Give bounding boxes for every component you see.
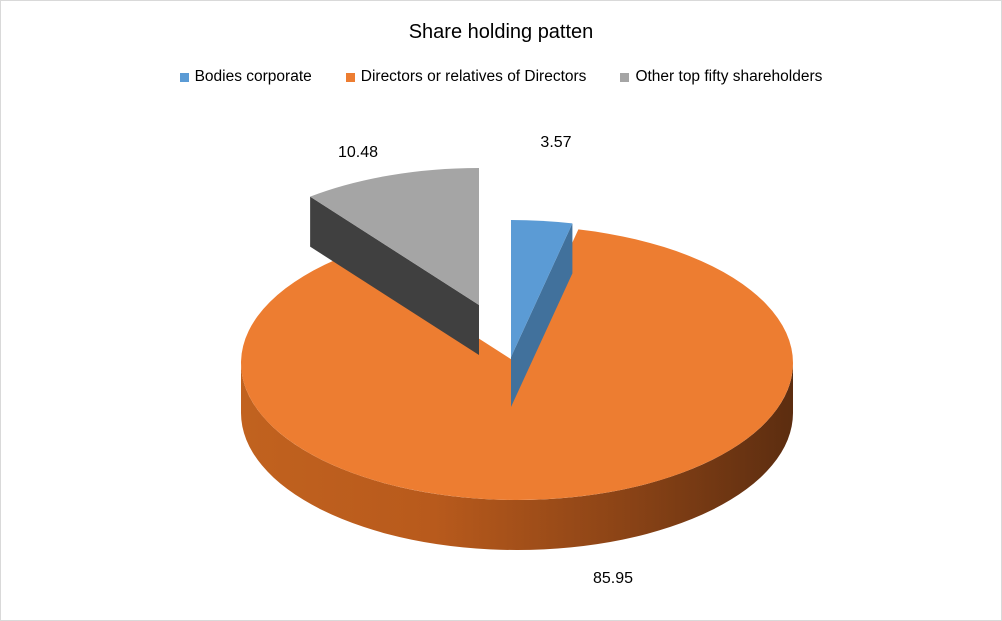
legend-swatch: [620, 72, 630, 82]
pie-wall2-other-shareholders: [310, 196, 479, 355]
legend-label: Directors or relatives of Directors: [360, 68, 587, 85]
data-label-other-shareholders: 10.48: [338, 144, 378, 161]
legend-swatch: [179, 72, 189, 82]
data-label-bodies-corporate: 3.57: [540, 134, 571, 151]
legend-swatch: [345, 72, 355, 82]
pie-slice-bodies-corporate: [511, 220, 573, 357]
legend-item-directors: Directors or relatives of Directors: [345, 68, 587, 86]
chart-legend: Bodies corporate Directors or relatives …: [1, 68, 1001, 86]
legend-label: Bodies corporate: [194, 68, 312, 85]
pie-wall-bodies-corporate: [511, 223, 573, 407]
legend-item-bodies-corporate: Bodies corporate: [179, 68, 312, 86]
pie-slice-other-shareholders: [310, 168, 479, 305]
legend-label: Other top fifty shareholders: [635, 68, 823, 85]
legend-item-other-shareholders: Other top fifty shareholders: [620, 68, 822, 86]
pie-side-directors: [241, 363, 793, 550]
chart-title: Share holding patten: [408, 21, 594, 43]
data-label-directors: 85.95: [593, 570, 633, 587]
